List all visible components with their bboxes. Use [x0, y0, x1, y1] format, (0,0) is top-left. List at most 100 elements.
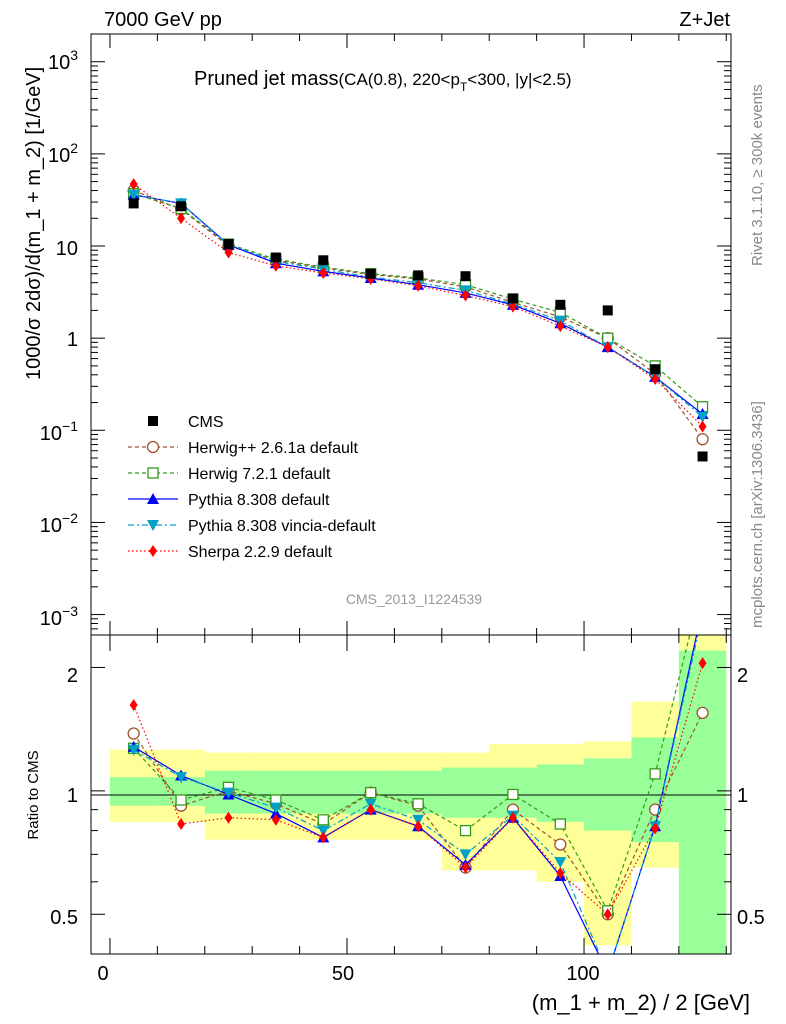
legend-label-cms: CMS [188, 414, 224, 431]
main-line-sherpa-2-2-9-default [133, 183, 704, 427]
ratio-point-herwig-2-6-1a-default-0 [127, 727, 140, 740]
ytick-label-1e2: 102 [48, 140, 78, 167]
ytick-label-1e3: 103 [48, 47, 78, 74]
main-point-herwig-2-6-1a-default-12 [696, 433, 709, 446]
main-point-sherpa-2-2-9-default-11 [651, 373, 660, 386]
ratio-point-sherpa-2-2-9-default-0 [129, 698, 138, 711]
ratio-point-sherpa-2-2-9-default-12 [698, 657, 707, 670]
main-line-herwig-7-2-1-default [133, 193, 703, 408]
legend-marker-herwig7 [147, 467, 159, 479]
ratio-point-pythia-8-308-vincia-default-1 [175, 772, 188, 784]
ratio-ytick-label-right-2: 2 [737, 665, 748, 687]
main-line-pythia-8-308-default [133, 194, 703, 415]
legend-entry-vincia: Pythia 8.308 vincia-default [128, 518, 376, 535]
ratio-point-herwig-2-6-1a-default-12 [696, 706, 709, 719]
ratio-point-sherpa-2-2-9-default-10 [603, 908, 612, 921]
legend-marker-cms [148, 416, 158, 426]
legend-marker-sherpa [149, 545, 157, 557]
main-line-herwig-2-6-1a-default [133, 189, 704, 440]
ratio-frame [90, 634, 732, 955]
xtick-label-0: 0 [97, 963, 108, 985]
plot-title: Pruned jet mass(CA(0.8), 220<pT<300, |y|… [194, 68, 572, 94]
main-point-sherpa-2-2-9-default-9 [556, 320, 565, 333]
main-point-sherpa-2-2-9-default-7 [461, 289, 470, 302]
ratio-point-herwig-7-2-1-default-7 [459, 824, 472, 837]
ratio-point-herwig-7-2-1-default-11 [649, 768, 661, 780]
main-point-cms-9 [555, 299, 566, 310]
ratio-point-sherpa-2-2-9-default-9 [556, 867, 565, 880]
ratio-ticks [91, 635, 731, 954]
main-point-cms-12 [697, 451, 708, 462]
ratio-point-sherpa-2-2-9-default-7 [461, 861, 470, 874]
ytick-label-1: 1 [67, 329, 78, 351]
ratio-point-pythia-8-308-vincia-default-4 [317, 825, 330, 837]
main-point-cms-3 [270, 252, 281, 263]
ratio-band-green-7 [441, 767, 490, 818]
main-point-cms-11 [650, 364, 661, 375]
legend-entry-sherpa: Sherpa 2.2.9 default [128, 544, 333, 561]
ratio-point-pythia-8-308-vincia-default-2 [222, 787, 235, 799]
ratio-point-sherpa-2-2-9-default-11 [651, 822, 660, 835]
main-point-sherpa-2-2-9-default-0 [129, 178, 138, 191]
main-ylabel: 1000/σ 2dσ)/d(m_1 + m_2) [1/GeV] [23, 67, 45, 380]
ratio-ytick-label-0p5: 0.5 [50, 907, 78, 929]
main-panel: 103 102 10 1 10−1 10−2 10−3 1000/σ 2dσ)/… [23, 33, 732, 636]
legend-label-pythia: Pythia 8.308 default [188, 492, 330, 509]
main-point-cms-0 [128, 198, 139, 209]
main-point-cms-1 [176, 201, 187, 212]
main-point-sherpa-2-2-9-default-4 [319, 266, 328, 279]
main-point-cms-5 [365, 268, 376, 279]
main-point-cms-7 [460, 271, 471, 282]
legend-marker-pythia [147, 493, 159, 504]
main-point-cms-8 [507, 293, 518, 304]
legend-label-herwigpp: Herwig++ 2.6.1a default [188, 440, 358, 457]
xtick-label-50: 50 [332, 963, 354, 985]
legend-label-vincia: Pythia 8.308 vincia-default [188, 518, 376, 535]
legend-marker-vincia [147, 520, 159, 531]
ratio-point-pythia-8-308-vincia-default-0 [127, 744, 140, 756]
ratio-band-green-4 [299, 770, 347, 814]
ratio-point-herwig-7-2-1-default-9 [554, 818, 566, 830]
ratio-point-sherpa-2-2-9-default-6 [414, 820, 423, 833]
ratio-point-pythia-8-308-vincia-default-3 [269, 802, 282, 814]
main-point-sherpa-2-2-9-default-12 [698, 420, 707, 433]
ratio-point-sherpa-2-2-9-default-1 [177, 818, 186, 831]
ytick-label-10: 10 [56, 238, 78, 260]
legend-label-herwig7: Herwig 7.2.1 default [188, 466, 331, 483]
energy-label: 7000 GeV pp [104, 9, 222, 31]
ratio-panel: 2 1 0.5 2 1 0.5 0 50 100 Ratio to CMS (m… [25, 634, 765, 1015]
main-point-sherpa-2-2-9-default-2 [224, 246, 233, 259]
ytick-label-1em3: 10−3 [40, 603, 78, 630]
xlabel: (m_1 + m_2) / 2 [GeV] [532, 990, 750, 1015]
ratio-bands [109, 635, 727, 954]
main-frame [90, 33, 732, 636]
ratio-point-herwig-7-2-1-default-5 [365, 787, 377, 799]
ratio-ylabel: Ratio to CMS [25, 750, 42, 839]
ratio-point-sherpa-2-2-9-default-2 [224, 811, 233, 824]
ratio-band-green-12 [678, 650, 727, 954]
main-point-sherpa-2-2-9-default-6 [414, 279, 423, 292]
ratio-band-green-9 [536, 764, 585, 822]
legend-marker-herwigpp [146, 440, 160, 454]
process-label: Z+Jet [679, 9, 730, 31]
ratio-point-herwig-7-2-1-default-8 [507, 788, 519, 801]
legend-label-sherpa: Sherpa 2.2.9 default [188, 544, 333, 561]
xtick-label-100: 100 [566, 963, 599, 985]
ratio-series-layer [127, 635, 709, 954]
legend-entry-cms: CMS [148, 414, 224, 431]
main-point-cms-6 [413, 270, 424, 281]
main-point-pythia-8-308-vincia-default-0 [127, 189, 140, 201]
ratio-point-sherpa-2-2-9-default-4 [319, 831, 328, 844]
main-ticks [91, 33, 731, 636]
ytick-label-1em1: 10−1 [40, 418, 78, 445]
main-line-pythia-8-308-vincia-default [133, 194, 703, 418]
main-point-sherpa-2-2-9-default-8 [508, 300, 517, 313]
rivet-side-label: Rivet 3.1.10, ≥ 300k events [749, 84, 766, 266]
ratio-point-herwig-7-2-1-default-6 [412, 798, 424, 810]
ratio-point-herwig-7-2-1-default-4 [317, 814, 329, 826]
ytick-label-1em2: 10−2 [40, 510, 78, 537]
ratio-ytick-label-right-1: 1 [737, 785, 748, 807]
legend-entry-pythia: Pythia 8.308 default [128, 492, 330, 509]
mcplots-side-label: mcplots.cern.ch [arXiv:1306.3436] [749, 401, 766, 628]
